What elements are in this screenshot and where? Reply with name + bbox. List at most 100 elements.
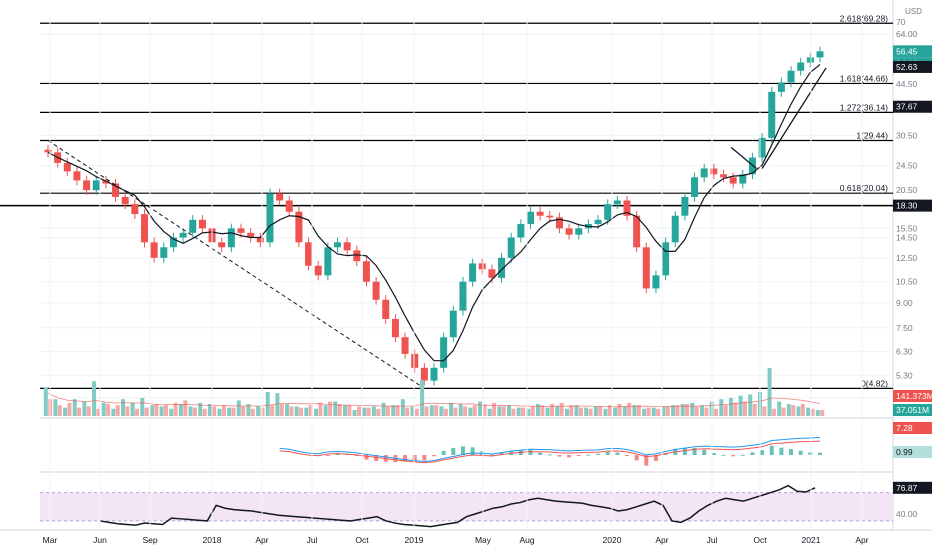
volume-bar bbox=[627, 402, 632, 416]
volume-bar bbox=[607, 405, 612, 416]
volume-bar bbox=[318, 402, 323, 416]
volume-bar bbox=[559, 402, 564, 416]
volume-bar bbox=[202, 408, 207, 416]
volume-badge-text: 141.373M bbox=[896, 391, 932, 401]
fib-level-label: 1.618(44.66) bbox=[840, 73, 888, 83]
rsi-badge bbox=[893, 481, 932, 494]
macd-histogram-bar bbox=[740, 454, 745, 456]
volume-bar bbox=[106, 404, 111, 416]
volume-bar bbox=[385, 406, 390, 416]
macd-histogram-bar bbox=[808, 452, 813, 455]
volume-bar bbox=[86, 406, 91, 416]
volume-bar bbox=[256, 406, 261, 416]
candle-body bbox=[169, 237, 177, 248]
rising-trendline bbox=[761, 67, 827, 169]
volume-bar bbox=[777, 401, 782, 416]
volume-bar bbox=[279, 404, 284, 416]
rsi-badge-text: 76.87 bbox=[896, 483, 918, 493]
candle-body bbox=[295, 211, 303, 243]
volume-bar bbox=[101, 402, 106, 416]
candle-body bbox=[642, 247, 650, 289]
volume-bar bbox=[540, 405, 545, 416]
candle-body bbox=[613, 200, 621, 205]
volume-bar bbox=[507, 405, 511, 416]
candle-body bbox=[324, 247, 332, 276]
volume-bar bbox=[468, 407, 473, 416]
price-tick-label: 6.30 bbox=[896, 347, 913, 357]
candle-body bbox=[691, 177, 699, 197]
volume-bar bbox=[762, 406, 767, 416]
macd-histogram-bar bbox=[605, 451, 610, 455]
volume-bar bbox=[661, 406, 666, 416]
volume-bar bbox=[304, 407, 309, 416]
volume-bar bbox=[781, 407, 786, 416]
volume-bar bbox=[144, 407, 149, 416]
volume-bar bbox=[366, 407, 371, 416]
time-tick-label: Apr bbox=[255, 535, 268, 545]
macd-histogram-bar bbox=[644, 455, 649, 466]
volume-bar bbox=[665, 406, 670, 416]
macd-histogram-bar bbox=[760, 450, 765, 455]
macd-histogram-bar bbox=[682, 447, 687, 455]
time-tick-label: Jul bbox=[307, 535, 318, 545]
candle-body bbox=[83, 180, 91, 191]
candle-body bbox=[411, 353, 419, 368]
flag-trendline bbox=[730, 146, 757, 169]
volume-bar bbox=[521, 407, 526, 416]
time-tick-label: Oct bbox=[753, 535, 767, 545]
volume-bar bbox=[333, 401, 338, 416]
candle-body bbox=[758, 137, 766, 158]
price-tick-label: 12.50 bbox=[896, 253, 918, 263]
macd-histogram-bar bbox=[432, 455, 436, 457]
candle-body bbox=[73, 171, 81, 181]
macd-histogram-bar bbox=[625, 455, 629, 456]
volume-bar bbox=[810, 408, 815, 416]
volume-bar bbox=[53, 399, 58, 416]
support-price-badge-text: 18.30 bbox=[896, 201, 918, 211]
macd-signal-line bbox=[279, 440, 821, 464]
candle-body bbox=[787, 70, 795, 83]
price-tick-label: 5.30 bbox=[896, 370, 913, 380]
volume-bar bbox=[217, 408, 222, 416]
candle-body bbox=[604, 204, 612, 220]
volume-bar bbox=[434, 405, 439, 416]
candle-body bbox=[218, 242, 226, 248]
macd-histogram-bar bbox=[634, 455, 639, 461]
volume-bar bbox=[337, 404, 342, 416]
volume-bar bbox=[439, 406, 444, 416]
volume-bar bbox=[748, 394, 753, 416]
volume-bar bbox=[487, 408, 492, 416]
price-tick-label: 9.00 bbox=[896, 298, 913, 308]
volume-bar bbox=[420, 380, 425, 416]
volume-bar bbox=[588, 408, 593, 416]
volume-ma-badge-text: 37.051M bbox=[896, 405, 929, 415]
volume-bar bbox=[690, 402, 695, 416]
volume-ma-badge bbox=[893, 404, 932, 416]
price-tick-label: 20.50 bbox=[896, 185, 918, 195]
macd-histogram-bar bbox=[547, 454, 552, 456]
volume-bar bbox=[656, 408, 661, 416]
volume-bar bbox=[352, 410, 357, 416]
volume-bar bbox=[72, 399, 77, 416]
candle-body bbox=[729, 177, 737, 184]
volume-bar bbox=[617, 404, 622, 416]
macd-badge-text: 7.28 bbox=[896, 423, 913, 433]
volume-bar bbox=[391, 405, 396, 416]
candle-body bbox=[343, 242, 351, 251]
volume-bar bbox=[429, 405, 434, 416]
volume-ma-line bbox=[47, 392, 821, 408]
price-tick-label: 10.50 bbox=[896, 277, 918, 287]
volume-bar bbox=[381, 402, 386, 416]
candle-body bbox=[478, 263, 486, 270]
currency-label: USD bbox=[905, 7, 922, 16]
price-tick-label: 14.50 bbox=[896, 233, 918, 243]
macd-histogram-bar bbox=[711, 453, 716, 455]
volume-bar bbox=[443, 408, 448, 416]
candle-body bbox=[305, 242, 313, 266]
macd-histogram-bar bbox=[489, 454, 494, 456]
volume-bar bbox=[192, 407, 197, 416]
price-tick-label: 15.50 bbox=[896, 223, 918, 233]
macd-histogram-bar bbox=[702, 449, 707, 455]
macd-histogram-bar bbox=[653, 455, 658, 461]
